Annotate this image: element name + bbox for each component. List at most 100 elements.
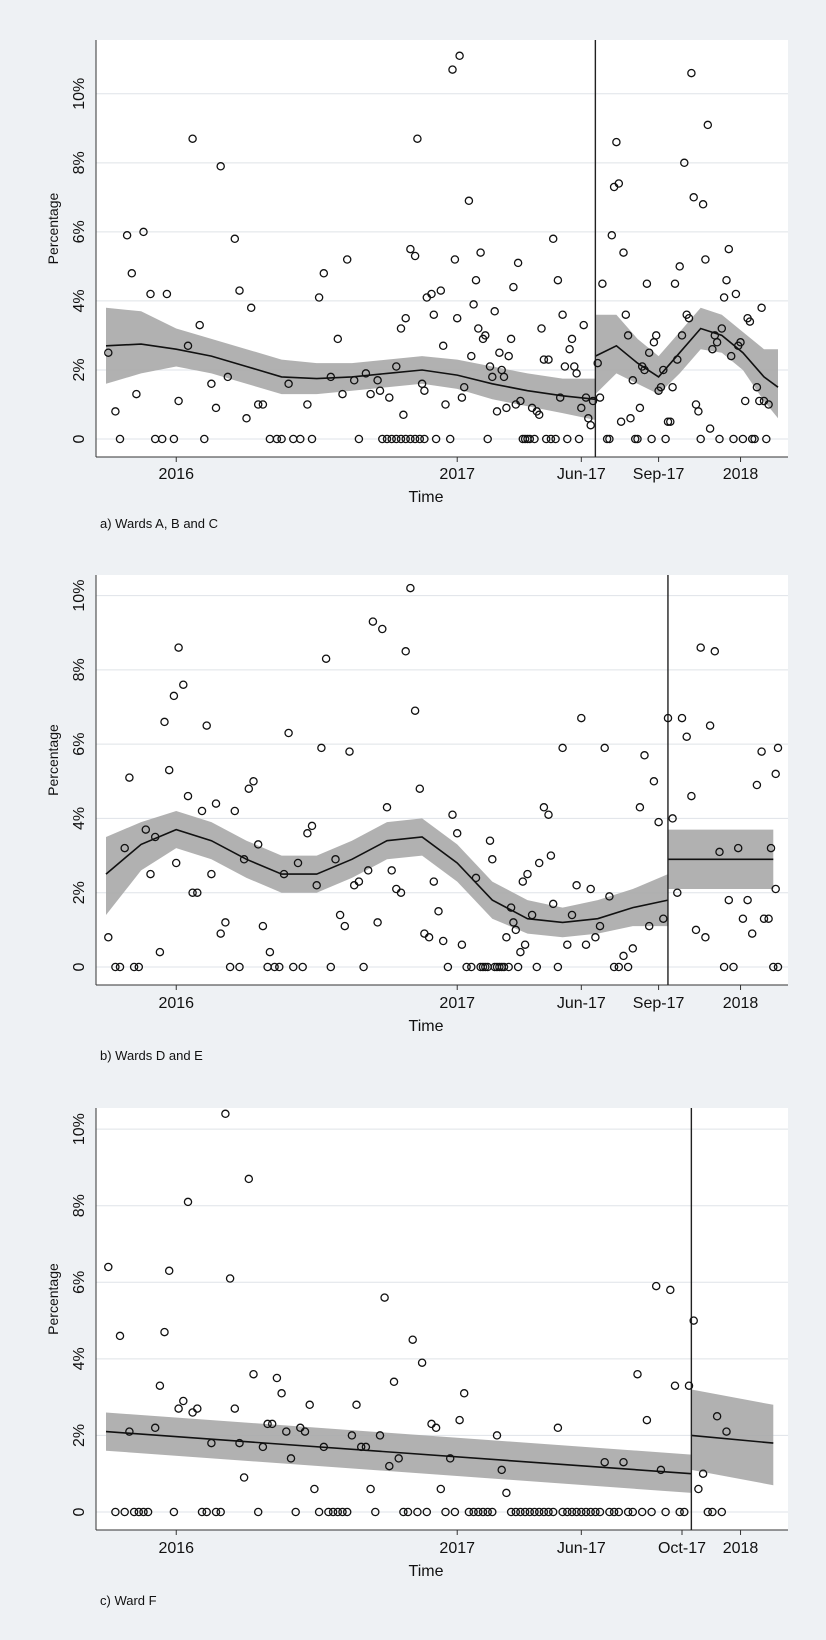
- data-point: [640, 751, 649, 760]
- data-point: [464, 196, 474, 206]
- data-point: [495, 348, 504, 357]
- data-point: [605, 1507, 614, 1517]
- data-point: [483, 434, 492, 444]
- data-point: [490, 307, 499, 316]
- data-point: [518, 877, 528, 886]
- data-point: [673, 888, 682, 897]
- data-point: [614, 179, 624, 188]
- data-point: [619, 1457, 628, 1467]
- data-point: [146, 869, 155, 879]
- fitted-line: [105, 828, 669, 924]
- data-point: [595, 393, 605, 402]
- data-point: [338, 1507, 347, 1517]
- data-point: [668, 814, 677, 823]
- data-point: [628, 1507, 638, 1517]
- data-point: [427, 289, 436, 299]
- data-point: [488, 855, 497, 864]
- data-point: [380, 1293, 389, 1302]
- data-point: [523, 869, 532, 879]
- data-point: [242, 414, 251, 423]
- data-point: [705, 424, 715, 433]
- data-point: [605, 892, 614, 901]
- data-point: [150, 1423, 160, 1433]
- data-point: [401, 647, 410, 656]
- data-point: [312, 881, 321, 890]
- fitted-line: [105, 1430, 692, 1475]
- data-point: [677, 331, 687, 340]
- data-point: [586, 884, 595, 894]
- data-point: [504, 962, 513, 972]
- data-point: [541, 434, 551, 444]
- data-point: [633, 434, 642, 444]
- data-point: [572, 881, 581, 890]
- data-point: [520, 434, 530, 444]
- data-point: [216, 929, 225, 938]
- data-point: [668, 382, 677, 392]
- data-point: [471, 275, 481, 285]
- data-point: [436, 1484, 446, 1494]
- data-point: [546, 434, 556, 444]
- data-point: [368, 617, 378, 626]
- data-point: [560, 362, 570, 371]
- data-point: [459, 1389, 469, 1398]
- data-point: [207, 379, 216, 389]
- x-tick-label: 2018: [723, 466, 759, 483]
- data-point: [125, 773, 134, 782]
- data-point: [286, 1454, 296, 1463]
- y-tick-label: 2%: [71, 358, 88, 381]
- data-point: [743, 895, 752, 905]
- data-point: [129, 1507, 139, 1517]
- data-point: [115, 1331, 125, 1341]
- data-point: [385, 1461, 394, 1471]
- x-tick-label: Sep-17: [633, 995, 685, 1012]
- data-point: [553, 1423, 563, 1433]
- data-point: [155, 947, 165, 957]
- data-point: [413, 134, 422, 143]
- data-point: [567, 910, 577, 920]
- data-point: [459, 382, 469, 392]
- data-point: [445, 1454, 455, 1463]
- y-axis-title: Percentage: [45, 192, 61, 264]
- data-point: [249, 1369, 258, 1379]
- data-point: [563, 940, 572, 949]
- data-point: [345, 747, 354, 756]
- data-point: [150, 832, 160, 842]
- data-point: [539, 355, 549, 364]
- data-point: [431, 434, 441, 444]
- data-point: [111, 962, 120, 972]
- data-point: [230, 1404, 240, 1413]
- data-point: [448, 65, 457, 74]
- data-point: [586, 1507, 595, 1517]
- data-point: [724, 244, 734, 254]
- data-point: [715, 434, 724, 444]
- data-point: [635, 803, 645, 812]
- data-point: [157, 434, 167, 444]
- data-point: [443, 962, 453, 972]
- data-point: [265, 947, 275, 957]
- data-point: [502, 933, 511, 942]
- data-point: [396, 324, 406, 333]
- confidence-band: [106, 307, 596, 420]
- data-point: [548, 234, 558, 244]
- data-point: [476, 248, 485, 257]
- data-point: [188, 888, 197, 897]
- data-point: [235, 1438, 244, 1448]
- data-point: [202, 721, 211, 730]
- data-point: [708, 344, 717, 354]
- data-point: [539, 803, 549, 812]
- y-tick-label: 8%: [71, 658, 88, 681]
- data-point: [773, 962, 783, 972]
- data-point: [111, 1507, 120, 1517]
- data-point: [399, 410, 408, 420]
- data-point: [544, 355, 553, 364]
- data-point: [235, 962, 244, 972]
- data-point: [338, 389, 347, 399]
- fitted-line: [595, 327, 779, 388]
- data-point: [415, 434, 425, 444]
- data-point: [235, 286, 244, 295]
- data-point: [160, 1327, 169, 1337]
- panel-wards-abc: 0 2% 4% 6% 8% 10% 2016 2017 Jun-17 Sep-17 2018 Perc…: [45, 40, 788, 531]
- data-point: [712, 1412, 722, 1421]
- data-point: [586, 420, 595, 430]
- data-point: [642, 1415, 652, 1425]
